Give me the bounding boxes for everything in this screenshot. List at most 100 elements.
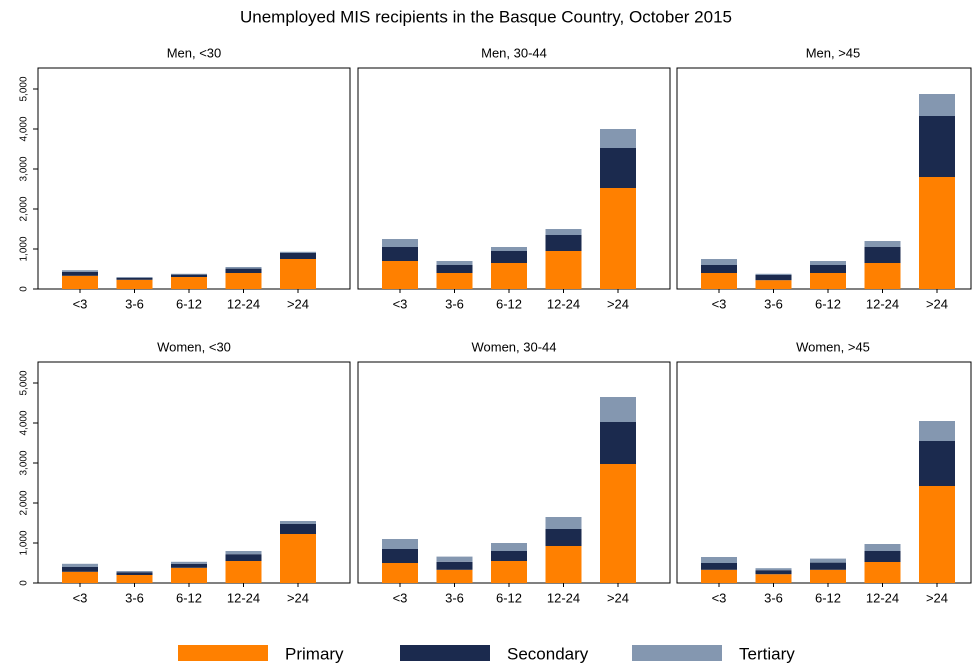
bar-segment [755,568,792,571]
bar-segment [919,421,955,441]
bar-segment [545,235,582,251]
bar-segment [62,271,98,276]
legend-label: Primary [285,644,344,663]
bar-segment [116,571,153,573]
x-tick-label: 6-12 [496,590,522,605]
bar-segment [755,273,792,275]
legend-label: Secondary [507,644,589,663]
bar-segment [810,569,846,583]
bar-segment [280,534,316,583]
x-tick-label: 6-12 [176,296,202,311]
bar-segment [116,277,153,280]
x-tick-label: 12-24 [866,296,899,311]
bar-segment [600,148,636,188]
bar-segment [600,397,636,422]
bar-segment [280,524,316,534]
bar-segment [280,251,316,253]
x-tick-label: >24 [607,590,629,605]
bar-segment [755,570,792,575]
panel-title: Men, 30-44 [481,45,547,60]
x-tick-label: 3-6 [445,590,464,605]
y-tick-label: 4,000 [19,116,30,141]
bar-segment [810,562,846,570]
y-tick-label: 3,000 [19,450,30,475]
bar-segment [62,563,98,567]
x-tick-label: 12-24 [227,590,260,605]
x-tick-label: <3 [393,590,408,605]
bar-segment [225,561,262,583]
bar-segment [382,261,418,289]
y-tick-label: 5,000 [19,370,30,395]
bar-segment [600,422,636,464]
x-tick-label: 3-6 [764,590,783,605]
bar-segment [701,557,737,563]
bar-segment [491,561,527,583]
bar-segment [171,273,207,275]
x-tick-label: 6-12 [176,590,202,605]
x-tick-label: 6-12 [496,296,522,311]
x-tick-label: >24 [287,296,309,311]
bar-segment [382,549,418,563]
bar-segment [545,546,582,583]
bar-segment [62,275,98,289]
bar-segment [491,551,527,561]
bar-segment [436,273,473,289]
x-tick-label: 6-12 [815,296,841,311]
y-tick-label: 0 [19,580,30,586]
bar-segment [116,277,153,278]
bar-segment [545,529,582,546]
y-tick-label: 0 [19,286,30,292]
bar-segment [919,177,955,289]
bar-segment [436,569,473,583]
bar-segment [810,273,846,289]
legend-swatch [178,645,268,661]
bar-segment [600,464,636,583]
bar-segment [701,259,737,265]
bar-segment [864,551,901,562]
bar-segment [600,129,636,148]
bar-segment [280,253,316,259]
bar-segment [864,247,901,263]
bar-segment [491,251,527,263]
bar-segment [755,280,792,289]
y-tick-label: 4,000 [19,410,30,435]
panel-title: Women, <30 [157,339,231,354]
bar-segment [382,239,418,247]
bar-segment [225,554,262,561]
x-tick-label: <3 [393,296,408,311]
x-tick-label: 6-12 [815,590,841,605]
x-tick-label: 3-6 [125,590,144,605]
bar-segment [62,567,98,572]
bar-segment [116,279,153,289]
bar-segment [545,229,582,235]
bar-segment [600,188,636,289]
x-tick-label: 3-6 [445,296,464,311]
x-tick-label: <3 [73,296,88,311]
legend-swatch [632,645,722,661]
bar-segment [755,574,792,583]
bar-segment [864,562,901,583]
bar-segment [382,563,418,583]
bar-segment [810,558,846,563]
y-tick-label: 1,000 [19,530,30,555]
bar-segment [436,261,473,265]
x-tick-label: <3 [712,590,727,605]
bar-segment [280,259,316,289]
legend-swatch [400,645,490,661]
bar-segment [919,486,955,583]
bar-segment [62,571,98,583]
bar-segment [116,572,153,575]
bar-segment [171,277,207,289]
x-tick-label: >24 [926,590,948,605]
bar-segment [810,261,846,265]
y-tick-label: 5,000 [19,76,30,101]
x-tick-label: <3 [73,590,88,605]
x-tick-label: >24 [926,296,948,311]
bar-segment [171,274,207,277]
bar-segment [864,544,901,551]
x-tick-label: 12-24 [547,590,580,605]
bar-segment [171,563,207,568]
chart-title: Unemployed MIS recipients in the Basque … [240,7,732,26]
bar-segment [436,556,473,562]
bar-segment [382,539,418,549]
